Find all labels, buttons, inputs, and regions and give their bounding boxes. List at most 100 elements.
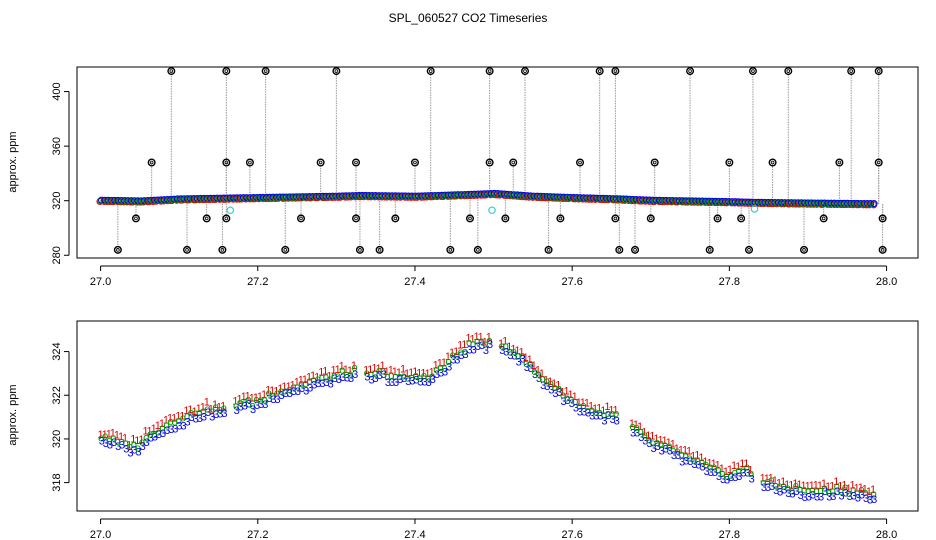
x-tick-label: 27.4 <box>404 529 425 540</box>
series-1-marker: 1 <box>114 429 120 441</box>
data-point-red <box>786 200 794 208</box>
series-1-marker: 1 <box>208 403 214 415</box>
series-o-marker: o <box>764 476 770 488</box>
series-3-marker: 3 <box>855 492 861 504</box>
spike-point <box>352 158 361 167</box>
data-point-red <box>383 193 391 201</box>
x-tick-label: 28.0 <box>876 529 897 540</box>
series-3-marker: 3 <box>127 447 133 459</box>
series-1-marker: 1 <box>457 339 463 351</box>
series-1-marker: 1 <box>580 397 586 409</box>
series-1-marker: 1 <box>326 371 332 383</box>
series-3-marker: 3 <box>438 368 444 380</box>
series-o-marker: o <box>474 335 480 347</box>
series-3-marker: 3 <box>781 485 787 497</box>
spike-point-inner <box>597 69 602 73</box>
spike-point <box>245 158 254 167</box>
series-o-marker: o <box>511 346 517 358</box>
spike-point <box>650 158 659 167</box>
series-3-marker: 3 <box>368 374 374 386</box>
series-o-marker: o <box>274 387 280 399</box>
series-o-marker: o <box>593 407 599 419</box>
series-o-marker: o <box>748 468 754 480</box>
series-o-marker: o <box>646 434 652 446</box>
series-o-marker: o <box>687 453 693 465</box>
series-1-marker: 1 <box>106 428 112 440</box>
filtered-timeseries-axes: 27.0 27.2 27.4 27.6 27.8 28.0 318 320 322 324 <box>51 342 897 540</box>
series-1-marker: 1 <box>641 426 647 438</box>
series-3-marker: 3 <box>254 400 260 412</box>
series-3-marker: 3 <box>409 376 415 388</box>
data-point-red <box>673 198 681 206</box>
series-3-marker: 3 <box>454 354 460 366</box>
series-1-marker: 1 <box>277 383 283 395</box>
series-o-marker: o <box>719 468 725 480</box>
spike-point-inner <box>149 160 154 165</box>
series-1-marker: 1 <box>245 391 251 403</box>
series-o-marker: o <box>772 480 778 492</box>
series-1-marker: 1 <box>686 445 692 457</box>
spike-point-inner <box>393 216 398 221</box>
spike-point-inner <box>802 248 806 252</box>
series-1-marker: 1 <box>510 344 516 356</box>
series-o-marker: o <box>159 422 165 434</box>
data-point-red <box>211 195 219 203</box>
spike-point-inner <box>707 248 712 252</box>
series-1-marker: 1 <box>183 405 189 417</box>
spike-point <box>332 67 341 76</box>
spike-point-inner <box>617 248 622 252</box>
series-o-marker: o <box>347 369 353 381</box>
series-3-marker: 3 <box>577 407 583 419</box>
series-3-marker: 3 <box>675 450 681 462</box>
series-o-marker: o <box>846 488 852 500</box>
data-point-red <box>650 198 658 206</box>
series-1-marker: 1 <box>302 374 308 386</box>
series-o-marker: o <box>466 337 472 349</box>
series-3-marker: 3 <box>814 492 820 504</box>
series-3-marker: 3 <box>422 376 428 388</box>
series-o-marker: o <box>809 485 815 497</box>
series-3-marker: 3 <box>740 467 746 479</box>
spike-point-inner <box>185 248 189 252</box>
spike-point-inner <box>248 160 252 165</box>
data-point-red <box>525 193 533 201</box>
series-1-marker: 1 <box>706 457 712 469</box>
y-tick-label: 360 <box>51 137 63 155</box>
spike-point-inner <box>299 216 303 221</box>
series-o-marker: o <box>172 417 178 429</box>
data-point-red <box>796 200 804 208</box>
series-1-marker: 1 <box>739 458 745 470</box>
spike-point-inner <box>503 216 508 221</box>
series-1-marker: 1 <box>110 427 116 439</box>
series-1-marker: 1 <box>796 479 802 491</box>
series-3-marker: 3 <box>838 491 844 503</box>
series-o-marker: o <box>441 362 447 374</box>
x-tick-label: 28.0 <box>876 276 897 288</box>
series-1-marker: 1 <box>363 364 369 376</box>
series-3-marker: 3 <box>107 439 113 451</box>
series-3-marker: 3 <box>364 372 370 384</box>
series-1-marker: 1 <box>179 411 185 423</box>
series-o-marker: o <box>658 438 664 450</box>
spike-point <box>375 245 384 254</box>
series-o-marker: o <box>245 394 251 406</box>
series-1-marker: 1 <box>523 352 529 364</box>
spike-point-inner <box>523 69 527 73</box>
outlier-point <box>488 206 496 215</box>
series-o-marker: o <box>446 356 452 368</box>
full-timeseries-axes: 27.0 27.2 27.4 27.6 27.8 28.0 280 320 360 400 <box>51 82 897 288</box>
spike-point-inner <box>578 160 582 165</box>
series-o-marker: o <box>192 408 198 420</box>
series-o-marker: o <box>102 431 108 443</box>
spike-point-inner <box>354 216 358 221</box>
series-1-marker: 1 <box>657 435 663 447</box>
series-o-marker: o <box>838 486 844 498</box>
spike-point <box>222 214 231 223</box>
series-o-marker: o <box>527 358 533 370</box>
series-3-marker: 3 <box>597 411 603 423</box>
series-1-marker: 1 <box>645 430 651 442</box>
series-3-marker: 3 <box>193 413 199 425</box>
series-3-marker: 3 <box>606 410 612 422</box>
series-1-marker: 1 <box>809 480 815 492</box>
series-1-marker: 1 <box>866 486 872 498</box>
